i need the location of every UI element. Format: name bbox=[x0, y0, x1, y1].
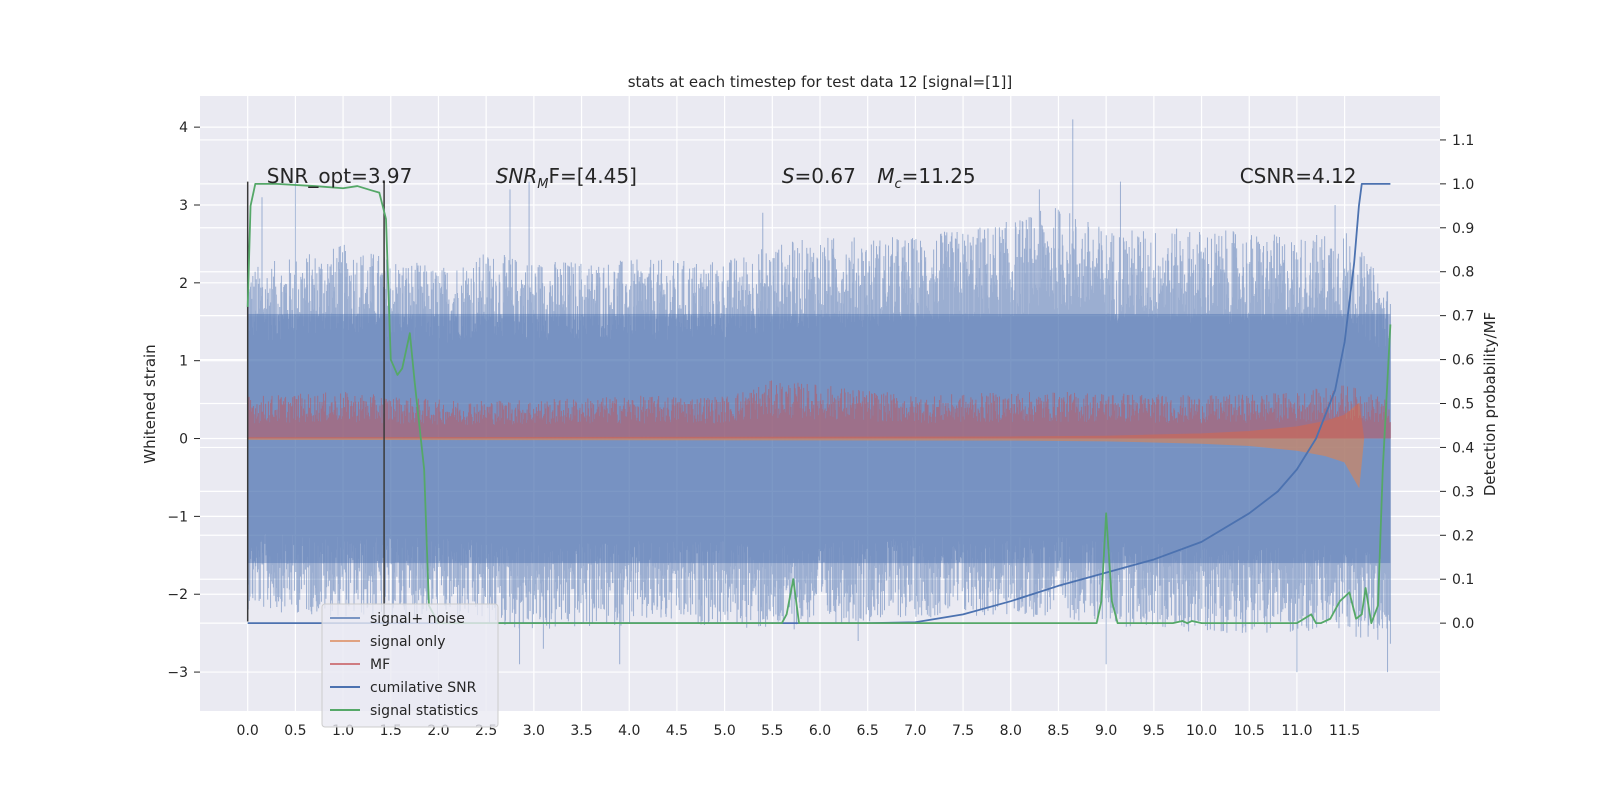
y-tick-label: 1 bbox=[179, 354, 188, 370]
y2-tick-label: 0.6 bbox=[1452, 353, 1474, 369]
y2-tick-label: 1.0 bbox=[1452, 177, 1474, 193]
annotation-snr-opt: SNR_opt=3.97 bbox=[267, 164, 413, 188]
x-tick-label: 4.0 bbox=[618, 723, 640, 739]
y2-tick-label: 1.1 bbox=[1452, 133, 1474, 149]
x-tick-label: 0.5 bbox=[284, 723, 306, 739]
x-tick-label: 11.0 bbox=[1281, 723, 1312, 739]
x-tick-label: 9.5 bbox=[1143, 723, 1165, 739]
y-axis-label: Whitened strain bbox=[141, 344, 159, 463]
annotation-layer: SNR_opt=3.97 SNRMF=[4.45] S=0.67 Mc=11.25 CS… bbox=[267, 164, 1357, 192]
y2-axis-label: Detection probability/MF bbox=[1481, 312, 1499, 496]
data-layer bbox=[246, 119, 1392, 673]
y2-tick-label: 0.4 bbox=[1452, 440, 1474, 456]
y2-tick-label: 0.3 bbox=[1452, 484, 1474, 500]
legend-label: signal+ noise bbox=[370, 611, 465, 627]
y-tick-label: −1 bbox=[167, 509, 188, 525]
y2-tick-label: 0.1 bbox=[1452, 572, 1474, 588]
x-tick-label: 7.5 bbox=[952, 723, 974, 739]
legend-box bbox=[321, 603, 499, 728]
y-tick-label: −3 bbox=[167, 665, 188, 681]
annotation-mc-val: Mc=11.25 bbox=[877, 164, 975, 192]
x-tick-label: 10.5 bbox=[1234, 723, 1265, 739]
y2-tick-label: 0.8 bbox=[1452, 265, 1474, 281]
x-tick-label: 6.5 bbox=[857, 723, 879, 739]
x-tick-label: 11.5 bbox=[1329, 723, 1360, 739]
annotation-csnr: CSNR=4.12 bbox=[1240, 164, 1357, 188]
y2-tick-label: 0.7 bbox=[1452, 309, 1474, 325]
y2-tick-label: 0.9 bbox=[1452, 221, 1474, 237]
x-tick-label: 3.5 bbox=[570, 723, 592, 739]
x-tick-label: 3.0 bbox=[523, 723, 545, 739]
axis-layer: 0.0 0.5 1.0 1.5 2.0 2.5 3.0 3.5 4.0 4.5 5.0 5.5 6.0 6… bbox=[167, 120, 1474, 739]
series-signal-statistics bbox=[246, 182, 1392, 625]
legend: signal+ noise signal only MF cumilative SNR… bbox=[321, 603, 499, 728]
x-tick-label: 10.0 bbox=[1186, 723, 1217, 739]
x-tick-label: 7.0 bbox=[904, 723, 926, 739]
y-tick-label: 2 bbox=[179, 276, 188, 292]
y2-tick-label: 0.0 bbox=[1452, 616, 1474, 632]
y-tick-label: 3 bbox=[179, 198, 188, 214]
y-tick-label: 0 bbox=[179, 432, 188, 448]
x-tick-label: 9.0 bbox=[1095, 723, 1117, 739]
y-tick-label: 4 bbox=[179, 120, 188, 136]
legend-label: signal statistics bbox=[370, 703, 478, 719]
x-tick-label: 0.0 bbox=[237, 723, 259, 739]
legend-label: signal only bbox=[370, 634, 445, 650]
x-tick-label: 5.0 bbox=[713, 723, 735, 739]
annotation-s-val: S=0.67 bbox=[782, 164, 856, 188]
annotation-snr-mf: SNRMF=[4.45] bbox=[496, 164, 637, 192]
legend-label: cumilative SNR bbox=[370, 680, 477, 696]
y2-tick-label: 0.5 bbox=[1452, 397, 1474, 413]
x-tick-label: 8.5 bbox=[1047, 723, 1069, 739]
y2-tick-label: 0.2 bbox=[1452, 528, 1474, 544]
x-tick-label: 4.5 bbox=[666, 723, 688, 739]
x-tick-label: 5.5 bbox=[761, 723, 783, 739]
series-cumulative-snr bbox=[247, 182, 1391, 625]
x-tick-label: 8.0 bbox=[1000, 723, 1022, 739]
y-tick-label: −2 bbox=[167, 587, 188, 603]
legend-label: MF bbox=[370, 657, 390, 673]
x-tick-label: 6.0 bbox=[809, 723, 831, 739]
chart-title: stats at each timestep for test data 12 … bbox=[628, 73, 1013, 91]
